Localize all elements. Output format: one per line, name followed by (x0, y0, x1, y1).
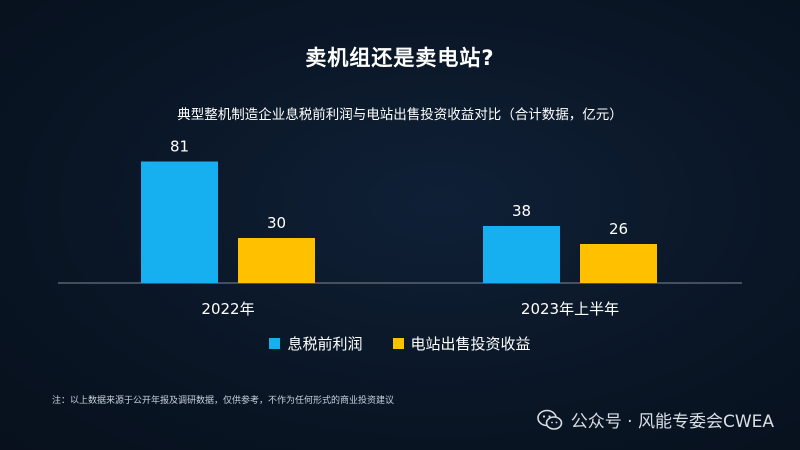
data-label-ebit-2023h1: 38 (512, 202, 531, 220)
watermark-text: 公众号 · 风能专委会CWEA (570, 412, 774, 432)
page-title: 卖机组还是卖电站? (305, 46, 495, 70)
bar-station-sale-2023h1 (580, 244, 657, 283)
category-label-2022: 2022年 (201, 300, 254, 318)
bar-ebit-2023h1 (483, 226, 560, 283)
footnote: 注：以上数据来源于公开年报及调研数据，仅供参考，不作为任何形式的商业投资建议 (52, 396, 395, 406)
chart-legend: 息税前利润 电站出售投资收益 (0, 333, 800, 354)
data-label-ebit-2022: 81 (170, 138, 189, 156)
legend-label-ebit: 息税前利润 (287, 335, 363, 353)
legend-swatch-station-sale (392, 338, 404, 349)
bar-station-sale-2022 (238, 238, 315, 283)
legend-label-station-sale: 电站出售投资收益 (410, 335, 531, 353)
data-label-station-sale-2023h1: 26 (609, 220, 628, 238)
wechat-icon (536, 409, 563, 430)
legend-item-station-sale: 电站出售投资收益 (392, 333, 531, 354)
data-label-station-sale-2022: 30 (267, 214, 286, 232)
category-label-2023h1: 2023年上半年 (521, 300, 619, 318)
chart-subtitle: 典型整机制造企业息税前利润与电站出售投资收益对比（合计数据，亿元） (177, 107, 623, 123)
legend-item-ebit: 息税前利润 (269, 333, 363, 354)
watermark: 公众号 · 风能专委会CWEA (536, 407, 774, 432)
bar-ebit-2022 (141, 161, 218, 283)
legend-swatch-ebit (269, 338, 281, 349)
